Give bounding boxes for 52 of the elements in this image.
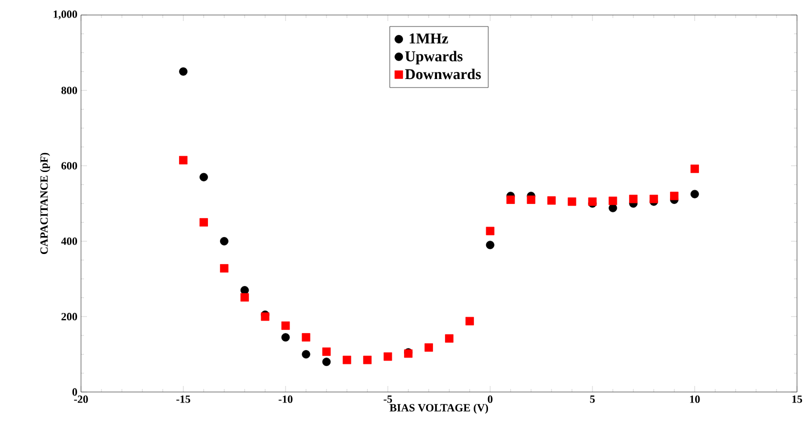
x-axis-title: BIAS VOLTAGE (V)	[390, 404, 488, 414]
x-tick-label: -15	[176, 396, 190, 403]
x-tick-label: 10	[690, 396, 700, 403]
x-tick-label: 15	[792, 396, 802, 403]
point	[526, 196, 536, 204]
point	[384, 352, 392, 361]
point	[179, 67, 188, 76]
legend-label: Upwards	[405, 50, 463, 64]
x-tick-label: -10	[278, 396, 292, 403]
point	[302, 333, 310, 342]
point	[608, 204, 618, 212]
point	[302, 350, 310, 358]
point	[424, 343, 433, 352]
y-tick-label: 600	[61, 162, 78, 170]
point	[240, 286, 249, 294]
point	[650, 194, 658, 204]
y-axis-title: CAPACITANCE (pF)	[40, 152, 50, 254]
point	[342, 356, 352, 364]
point	[200, 218, 208, 227]
x-tick-label: -20	[74, 396, 88, 403]
legend-title: 1MHz	[410, 34, 448, 44]
point	[608, 196, 618, 206]
x-tick-label: -5	[384, 396, 392, 403]
point	[690, 190, 699, 198]
point	[179, 156, 188, 164]
point	[690, 164, 699, 174]
point	[670, 192, 678, 200]
point	[547, 196, 556, 205]
point	[322, 358, 331, 366]
y-tick-label: 200	[61, 312, 78, 320]
point	[220, 264, 228, 273]
point	[322, 347, 331, 356]
point	[445, 334, 454, 343]
x-tick-label: 5	[590, 396, 595, 403]
point	[568, 197, 576, 206]
legend-label: Downwards	[405, 68, 481, 80]
point	[486, 240, 494, 250]
point	[363, 356, 372, 364]
y-tick-label: 800	[61, 86, 78, 94]
point	[629, 194, 638, 204]
point	[220, 236, 228, 246]
point	[281, 321, 290, 330]
x-tick-label: 0	[488, 396, 492, 403]
point	[506, 196, 515, 204]
point	[240, 293, 249, 302]
y-tick-label: 0	[72, 388, 78, 396]
point	[486, 226, 494, 236]
y-tick-label: 1,000	[54, 10, 78, 20]
point	[200, 172, 208, 182]
y-tick-label: 400	[61, 238, 78, 245]
point	[465, 316, 474, 326]
point	[281, 333, 290, 342]
